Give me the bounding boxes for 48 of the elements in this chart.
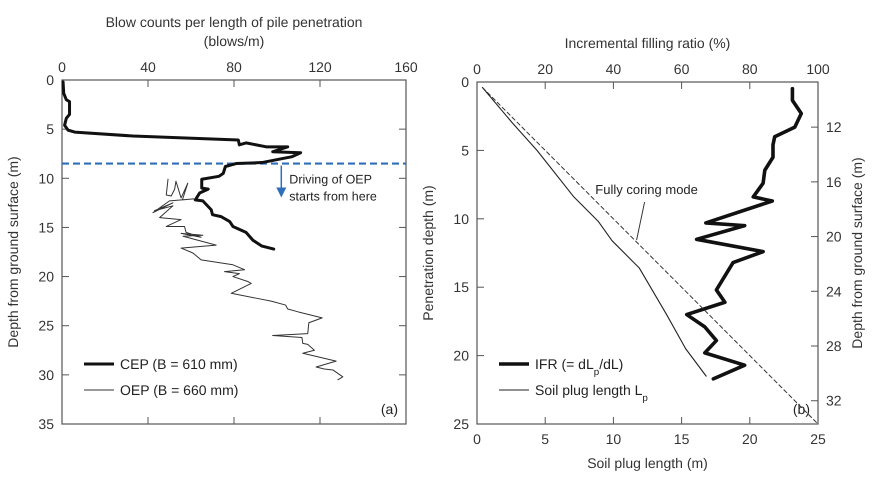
x-tick-label: 25: [810, 431, 826, 447]
legend-label: CEP (B = 610 mm): [120, 356, 238, 372]
y-tick-label: 0: [46, 72, 54, 88]
y-tick-label: 10: [453, 210, 470, 227]
y-tick-label: 20: [38, 268, 54, 285]
x2-tick-label: 60: [674, 61, 690, 77]
x-tick-label: 0: [473, 431, 482, 447]
legend-label: Soil plug length L$_{p}$: [535, 382, 648, 404]
x2-tick-label: 100: [806, 61, 830, 77]
y2-axis-title: Depth from ground surface (m): [849, 157, 865, 349]
x-tick-label: 15: [674, 431, 690, 447]
x2-axis-title: Incremental filling ratio (%): [564, 35, 730, 51]
y-tick-label: 5: [461, 142, 470, 158]
y-tick-label: 0: [461, 74, 470, 90]
annotation: Fully coring mode: [595, 182, 698, 198]
y-tick-label: 15: [38, 219, 54, 236]
annotation: (b): [792, 401, 810, 417]
y-tick-label: 35: [38, 416, 54, 432]
y2-tick-label: 24: [826, 283, 842, 300]
y-axis-title: Depth from ground surface (m): [5, 156, 21, 348]
x-tick-label: 120: [308, 59, 332, 75]
y-axis-title: Penetration depth (m): [420, 185, 436, 321]
y-tick-label: 25: [38, 318, 54, 334]
x-axis-title: Blow counts per length of pile penetration (blows/m): [106, 14, 362, 49]
y2-tick-label: 20: [826, 228, 842, 245]
y-tick-label: 15: [453, 279, 470, 296]
x-axis-title: Soil plug length (m): [587, 455, 708, 471]
legend-label: IFR (= dL$_{p}$/dL): [535, 356, 624, 378]
x-tick-label: 0: [58, 59, 66, 75]
y-tick-label: 30: [38, 366, 54, 383]
x-tick-label: 20: [742, 431, 758, 447]
y2-tick-label: 12: [826, 119, 842, 136]
y-tick-label: 10: [38, 170, 54, 186]
y-tick-label: 20: [453, 348, 470, 364]
annotation: Driving of OEP starts from here: [289, 172, 377, 204]
line-series: [482, 86, 707, 377]
x-tick-label: 10: [606, 431, 622, 447]
y2-tick-label: 16: [826, 174, 842, 190]
x-tick-label: 160: [394, 59, 418, 75]
legend-label: OEP (B = 660 mm): [120, 382, 238, 398]
y2-tick-label: 32: [826, 392, 842, 409]
y2-tick-label: 28: [826, 338, 842, 354]
x-tick-label: 40: [140, 59, 156, 75]
y-tick-label: 5: [46, 121, 54, 138]
x-tick-label: 80: [226, 59, 242, 75]
x-tick-label: 5: [541, 431, 550, 447]
y-tick-label: 25: [453, 416, 470, 432]
annotation: (a): [380, 401, 398, 417]
